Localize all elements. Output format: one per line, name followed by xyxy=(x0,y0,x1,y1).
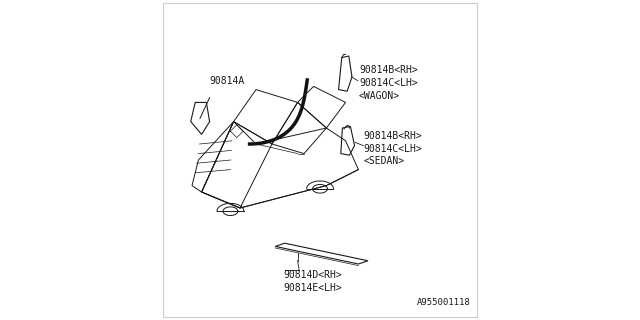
Text: 90814B<RH>: 90814B<RH> xyxy=(364,131,422,141)
Text: <SEDAN>: <SEDAN> xyxy=(364,156,405,166)
Text: <WAGON>: <WAGON> xyxy=(359,91,400,101)
Text: 90814C<LH>: 90814C<LH> xyxy=(364,144,422,154)
Text: A955001118: A955001118 xyxy=(417,298,470,307)
Text: 90814E<LH>: 90814E<LH> xyxy=(283,283,342,293)
Text: 90814D<RH>: 90814D<RH> xyxy=(283,270,342,280)
Text: 90814A: 90814A xyxy=(210,76,245,86)
Text: 90814C<LH>: 90814C<LH> xyxy=(359,78,418,88)
Text: 90814B<RH>: 90814B<RH> xyxy=(359,65,418,75)
